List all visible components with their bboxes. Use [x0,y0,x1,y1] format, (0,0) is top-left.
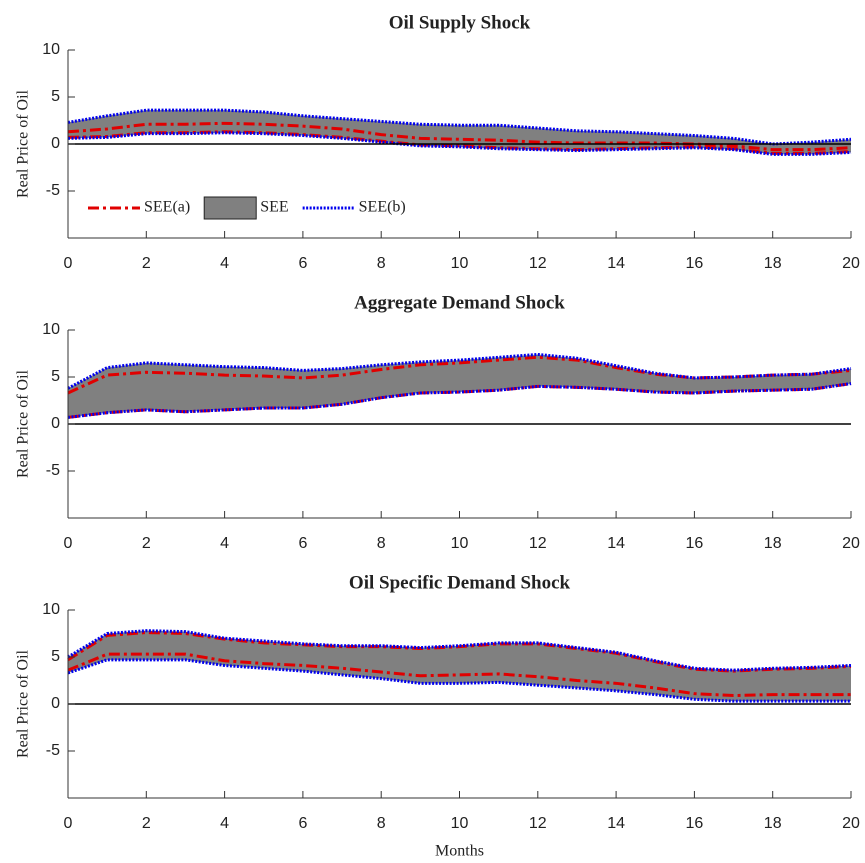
x-tick-label: 10 [451,255,469,272]
subplot-title: Oil Specific Demand Shock [349,572,571,593]
bound-line [67,352,852,390]
x-tick-label: 16 [686,255,704,272]
x-tick-label: 12 [529,535,547,552]
y-tick-label: -5 [46,462,60,479]
x-tick-label: 2 [142,815,151,832]
x-tick-label: 16 [686,535,704,552]
y-tick-label: 10 [42,41,60,58]
bound-line [67,131,852,156]
y-tick-label: 10 [42,601,60,618]
bound-line [67,121,852,152]
x-tick-label: 4 [220,815,229,832]
y-axis-label: Real Price of Oil [15,89,32,198]
y-tick-label: 10 [42,321,60,338]
bound-line [67,355,852,395]
x-axis-label: Months [435,843,484,860]
x-tick-label: 18 [764,255,782,272]
y-tick-label: -5 [46,182,60,199]
y-tick-label: 0 [51,415,60,432]
legend: SEE(a) SEE SEE(b) [88,196,406,220]
legend-label: SEE(a) [144,199,190,216]
bound-line [67,130,852,155]
subplot: Oil Specific Demand Shock Real Price of O… [15,572,860,859]
y-axis-label: Real Price of Oil [15,649,32,758]
y-tick-label: 5 [51,88,60,105]
x-tick-label: 6 [298,815,307,832]
subplot: Oil Supply Shock Real Price of Oil -5 0 5 10 0… [15,12,860,272]
x-tick-label: 18 [764,535,782,552]
legend-label: SEE(b) [359,199,406,216]
x-tick-label: 0 [64,535,73,552]
x-tick-label: 12 [529,255,547,272]
y-tick-label: 5 [51,648,60,665]
x-tick-label: 6 [298,255,307,272]
x-tick-label: 18 [764,815,782,832]
x-tick-label: 20 [842,815,860,832]
x-tick-label: 8 [377,255,386,272]
x-tick-label: 0 [64,255,73,272]
x-tick-label: 16 [686,815,704,832]
band [68,354,851,418]
y-tick-label: 5 [51,368,60,385]
bound-line [67,382,852,419]
band [68,630,851,702]
x-tick-label: 8 [377,815,386,832]
y-tick-label: 0 [51,135,60,152]
x-tick-label: 14 [607,255,625,272]
subplot-title: Oil Supply Shock [389,12,531,33]
x-tick-label: 10 [451,535,469,552]
y-tick-label: 0 [51,695,60,712]
x-tick-label: 4 [220,535,229,552]
x-tick-label: 4 [220,255,229,272]
x-tick-label: 20 [842,535,860,552]
bound-line [67,652,851,698]
x-tick-label: 6 [298,535,307,552]
subplot: Aggregate Demand Shock Real Price of Oil -… [15,292,860,552]
x-tick-label: 10 [451,815,469,832]
legend-label: SEE [260,199,288,216]
y-tick-label: -5 [46,742,60,759]
x-tick-label: 20 [842,255,860,272]
x-tick-label: 2 [142,255,151,272]
x-tick-label: 14 [607,535,625,552]
bound-line [67,108,852,146]
y-axis-label: Real Price of Oil [15,369,32,478]
x-tick-label: 14 [607,815,625,832]
subplot-title: Aggregate Demand Shock [354,292,565,313]
x-tick-label: 8 [377,535,386,552]
x-tick-label: 0 [64,815,73,832]
bound-line [67,629,852,672]
x-tick-label: 12 [529,815,547,832]
x-tick-label: 2 [142,535,151,552]
legend-swatch [203,196,257,220]
bound-line [67,382,852,419]
